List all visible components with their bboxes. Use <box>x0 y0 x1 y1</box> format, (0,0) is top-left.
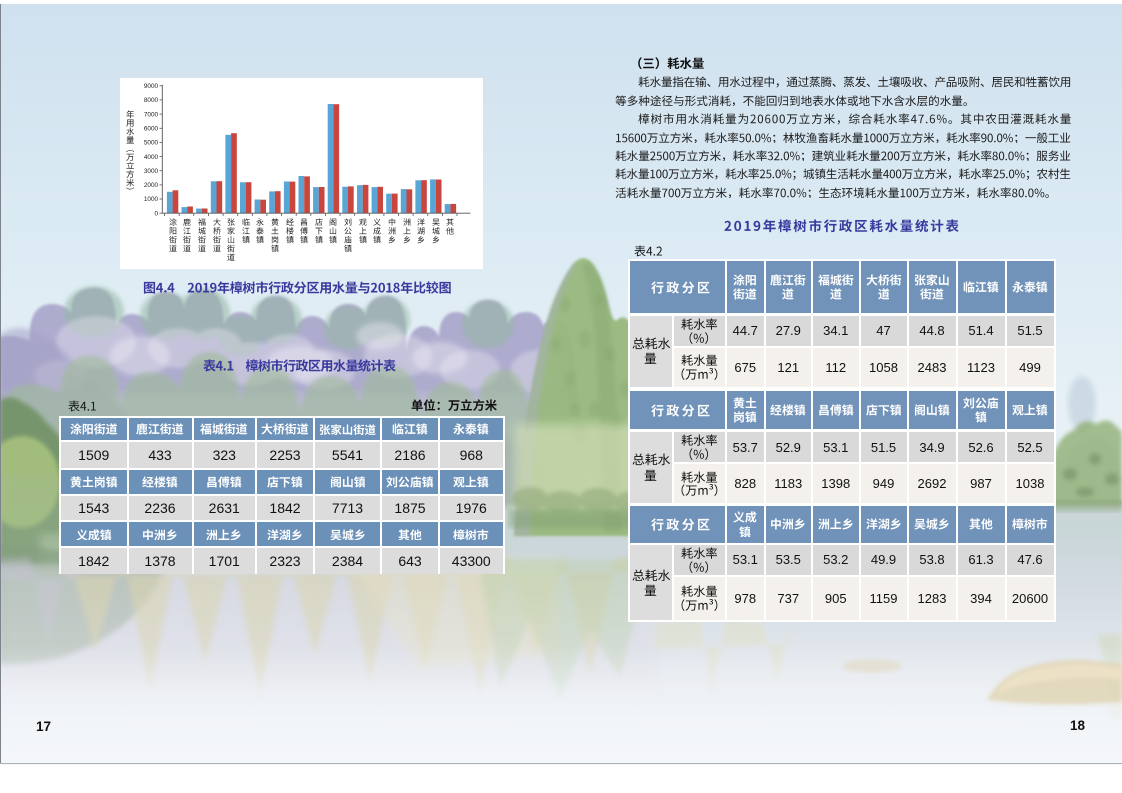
svg-text:2000: 2000 <box>144 182 159 189</box>
svg-text:8000: 8000 <box>144 97 159 104</box>
svg-text:1000: 1000 <box>144 196 159 203</box>
svg-text:5000: 5000 <box>144 140 159 147</box>
svg-text:0: 0 <box>155 210 159 217</box>
svg-text:4000: 4000 <box>144 154 159 161</box>
svg-text:3000: 3000 <box>144 168 159 175</box>
svg-text:6000: 6000 <box>144 126 159 133</box>
svg-text:7000: 7000 <box>144 111 159 118</box>
svg-text:9000: 9000 <box>144 83 159 90</box>
